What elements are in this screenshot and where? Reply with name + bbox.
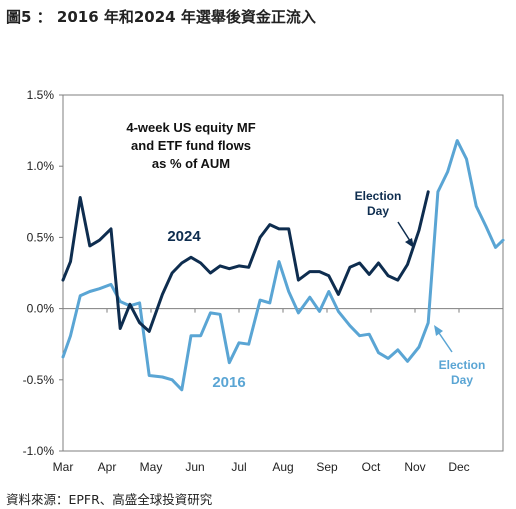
series-line-2016	[61, 139, 505, 392]
chart-title-line-1: 4-week US equity MF	[126, 120, 255, 135]
y-tick-label: -0.5%	[23, 373, 55, 387]
y-tick-label: 1.5%	[27, 88, 55, 102]
election-day-2016-arrowhead	[434, 325, 443, 336]
source-note: 資料來源：EPFR、高盛全球投資研究	[6, 492, 213, 507]
series-line-2024	[61, 190, 430, 333]
chart-ticks: 1.5% 1.0% 0.5% 0.0% -0.5% -1.0% Mar Apr May Jun Ju…	[23, 88, 504, 474]
chart-series	[61, 139, 505, 392]
x-tick-label: Jul	[231, 460, 246, 474]
x-tick-label: Oct	[362, 460, 381, 474]
x-tick-label: Dec	[448, 460, 469, 474]
x-tick-label: Mar	[53, 460, 74, 474]
chart-annotations: 4-week US equity MF and ETF fund flows a…	[126, 120, 485, 391]
figure-title: 圖5 ： 2016 年和2024 年選舉後資金正流入	[6, 8, 316, 26]
x-tick-label: May	[140, 460, 163, 474]
x-tick-label: Apr	[98, 460, 117, 474]
election-day-2024-arrowhead	[405, 238, 414, 248]
chart-title-line-2: and ETF fund flows	[131, 138, 251, 153]
chart-title-line-3: as % of AUM	[152, 156, 230, 171]
y-tick-label: 0.5%	[27, 230, 55, 244]
x-tick-label: Aug	[272, 460, 293, 474]
y-tick-label: -1.0%	[23, 444, 55, 458]
election-day-2024-line-2: Day	[367, 204, 389, 218]
series-label-2016: 2016	[212, 374, 245, 391]
series-label-2024: 2024	[167, 228, 201, 245]
election-day-2016-line-2: Day	[451, 373, 473, 387]
y-tick-label: 0.0%	[27, 302, 55, 316]
plot-frame	[62, 94, 504, 452]
election-day-2016-line-1: Election	[439, 358, 486, 372]
y-tick-label: 1.0%	[27, 159, 55, 173]
election-day-2024-line-1: Election	[355, 189, 402, 203]
x-tick-label: Jun	[185, 460, 204, 474]
x-tick-label: Sep	[316, 460, 338, 474]
election-day-2016-arrow	[436, 329, 453, 353]
x-tick-label: Nov	[404, 460, 425, 474]
